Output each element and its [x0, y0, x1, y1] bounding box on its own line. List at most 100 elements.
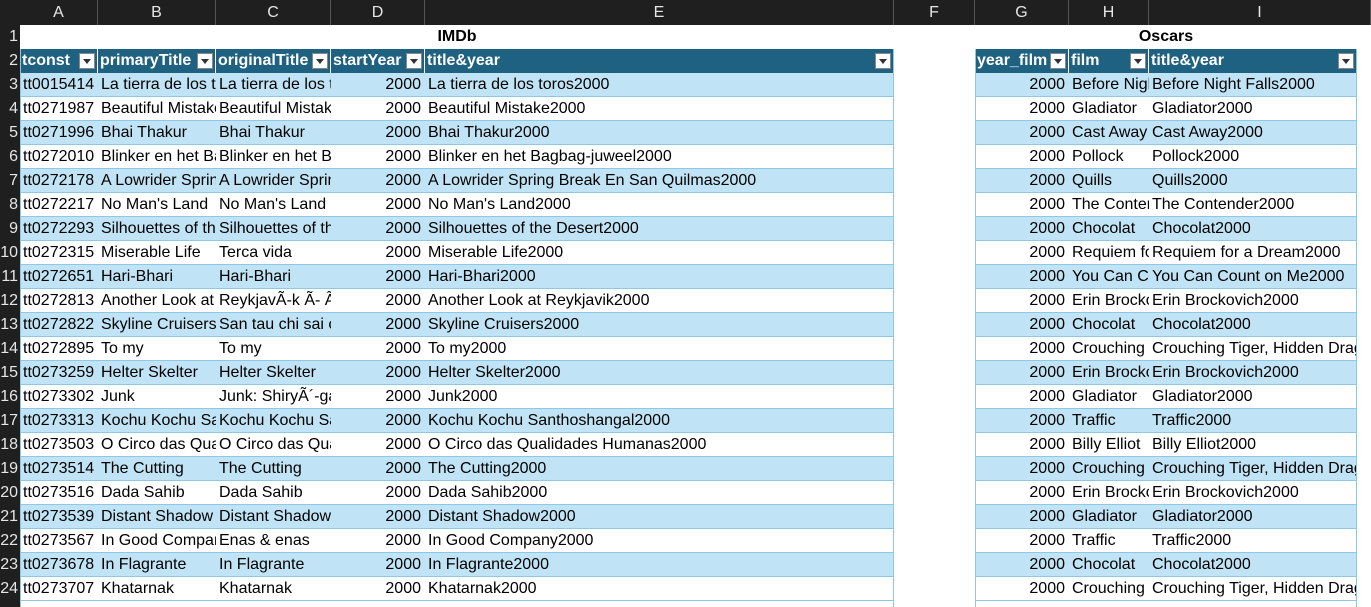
imdb-cell[interactable]: 2000: [331, 121, 425, 145]
imdb-cell[interactable]: Kochu Kochu Santhoshangal2000: [425, 409, 894, 433]
imdb-cell[interactable]: To my: [98, 337, 216, 361]
imdb-cell[interactable]: A Lowrider Spring Break En San Quilmas20…: [425, 169, 894, 193]
imdb-cell[interactable]: tt0272895: [20, 337, 98, 361]
imdb-cell[interactable]: Silhouettes of the Desert: [98, 217, 216, 241]
imdb-cell[interactable]: In Good Company2000: [425, 529, 894, 553]
oscars-cell[interactable]: 2000: [975, 409, 1069, 433]
filter-dropdown-icon[interactable]: [79, 53, 95, 69]
oscars-cell[interactable]: 2000: [975, 361, 1069, 385]
imdb-cell[interactable]: La tierra de los toros: [216, 73, 331, 97]
oscars-cell[interactable]: 2000: [975, 145, 1069, 169]
oscars-cell[interactable]: 2000: [975, 433, 1069, 457]
oscars-cell[interactable]: Erin Brockovich2000: [1149, 481, 1357, 505]
imdb-cell[interactable]: 2000: [331, 313, 425, 337]
imdb-cell[interactable]: Junk: ShiryÃ´-gari: [216, 385, 331, 409]
imdb-cell[interactable]: To my2000: [425, 337, 894, 361]
oscars-cell[interactable]: 2000: [975, 217, 1069, 241]
imdb-cell[interactable]: tt0272315: [20, 241, 98, 265]
imdb-cell[interactable]: Another Look at Reykjavik: [98, 289, 216, 313]
oscars-cell[interactable]: Traffic2000: [1149, 529, 1357, 553]
imdb-cell[interactable]: Bhai Thakur: [98, 121, 216, 145]
imdb-cell[interactable]: Distant Shadow2000: [425, 505, 894, 529]
imdb-cell[interactable]: 2000: [331, 481, 425, 505]
imdb-cell[interactable]: tt0272813: [20, 289, 98, 313]
oscars-cell[interactable]: Crouching Tiger, Hidden Dragon2000: [1149, 337, 1357, 361]
oscars-cell[interactable]: Billy Elliot: [1069, 433, 1149, 457]
imdb-cell[interactable]: No Man's Land: [98, 193, 216, 217]
imdb-cell[interactable]: tt0273539: [20, 505, 98, 529]
imdb-cell[interactable]: Dada Sahib2000: [425, 481, 894, 505]
row-header-10[interactable]: 10: [0, 244, 18, 261]
imdb-cell[interactable]: Khatarnak: [216, 577, 331, 601]
imdb-cell[interactable]: 2000: [331, 409, 425, 433]
row-header-19[interactable]: 19: [0, 460, 18, 477]
imdb-cell[interactable]: 2000: [331, 433, 425, 457]
oscars-cell[interactable]: Requiem for a Dream2000: [1149, 241, 1357, 265]
row-header-12[interactable]: 12: [0, 292, 18, 309]
imdb-cell[interactable]: 2000: [331, 337, 425, 361]
row-header-16[interactable]: 16: [0, 388, 18, 405]
imdb-cell[interactable]: tt0273678: [20, 553, 98, 577]
row-header-17[interactable]: 17: [0, 412, 18, 429]
row-header-21[interactable]: 21: [0, 508, 18, 525]
imdb-cell[interactable]: tt0272293: [20, 217, 98, 241]
oscars-cell[interactable]: 2000: [975, 505, 1069, 529]
oscars-cell[interactable]: You Can Count on Me2000: [1149, 265, 1357, 289]
oscars-cell[interactable]: The Contender2000: [1149, 193, 1357, 217]
oscars-cell[interactable]: 2000: [975, 313, 1069, 337]
imdb-cell[interactable]: Another Look at Reykjavik2000: [425, 289, 894, 313]
imdb-cell[interactable]: Blinker en het Bagbag-juweel: [216, 145, 331, 169]
imdb-cell[interactable]: O Circo das Qualidades Humanas: [216, 433, 331, 457]
imdb-cell[interactable]: Bhai Thakur2000: [425, 121, 894, 145]
imdb-cell[interactable]: Hari-Bhari: [98, 265, 216, 289]
filter-dropdown-icon[interactable]: [875, 53, 891, 69]
oscars-cell[interactable]: 2000: [975, 169, 1069, 193]
imdb-cell[interactable]: Khatarnak: [98, 577, 216, 601]
imdb-cell[interactable]: Skyline Cruisers: [98, 313, 216, 337]
imdb-cell[interactable]: Terca vida: [216, 241, 331, 265]
oscars-cell[interactable]: Gladiator: [1069, 385, 1149, 409]
row-header-1[interactable]: 1: [9, 28, 18, 45]
oscars-cell[interactable]: Billy Elliot2000: [1149, 433, 1357, 457]
oscars-cell[interactable]: 2000: [975, 337, 1069, 361]
imdb-cell[interactable]: 2000: [331, 265, 425, 289]
oscars-cell[interactable]: Crouching Tiger, Hidden Dragon2000: [1149, 577, 1357, 601]
oscars-cell[interactable]: Crouching Tiger, Hidden Dragon: [1069, 457, 1149, 481]
imdb-cell[interactable]: 2000: [331, 145, 425, 169]
row-header-23[interactable]: 23: [0, 556, 18, 573]
column-header-c[interactable]: C: [216, 0, 331, 25]
oscars-cell[interactable]: Erin Brockovich2000: [1149, 289, 1357, 313]
oscars-cell[interactable]: Traffic: [1069, 409, 1149, 433]
imdb-cell[interactable]: Distant Shadow: [98, 505, 216, 529]
oscars-cell[interactable]: 2000: [975, 457, 1069, 481]
imdb-cell[interactable]: La tierra de los toros2000: [425, 73, 894, 97]
oscars-cell[interactable]: Pollock: [1069, 145, 1149, 169]
imdb-cell[interactable]: To my: [216, 337, 331, 361]
column-header-b[interactable]: B: [98, 0, 216, 25]
oscars-cell[interactable]: Chocolat2000: [1149, 313, 1357, 337]
oscars-cell[interactable]: 2000: [975, 121, 1069, 145]
oscars-cell[interactable]: Chocolat: [1069, 553, 1149, 577]
oscars-cell[interactable]: Cast Away2000: [1149, 121, 1357, 145]
oscars-cell[interactable]: Gladiator2000: [1149, 385, 1357, 409]
oscars-cell[interactable]: 2000: [975, 577, 1069, 601]
imdb-cell[interactable]: Silhouettes of the Desert: [216, 217, 331, 241]
row-header-14[interactable]: 14: [0, 340, 18, 357]
row-header-3[interactable]: 3: [9, 76, 18, 93]
oscars-cell[interactable]: Gladiator: [1069, 97, 1149, 121]
imdb-cell[interactable]: tt0273302: [20, 385, 98, 409]
imdb-cell[interactable]: 2000: [331, 217, 425, 241]
row-header-11[interactable]: 11: [1, 268, 18, 285]
imdb-cell[interactable]: Skyline Cruisers2000: [425, 313, 894, 337]
oscars-cell[interactable]: Pollock2000: [1149, 145, 1357, 169]
imdb-cell[interactable]: No Man's Land2000: [425, 193, 894, 217]
row-header-18[interactable]: 18: [0, 436, 18, 453]
imdb-cell[interactable]: tt0272010: [20, 145, 98, 169]
oscars-cell[interactable]: Requiem for a Dream: [1069, 241, 1149, 265]
imdb-cell[interactable]: tt0273503: [20, 433, 98, 457]
imdb-cell[interactable]: Helter Skelter: [216, 361, 331, 385]
imdb-cell[interactable]: In Flagrante: [98, 553, 216, 577]
imdb-cell[interactable]: Dada Sahib: [216, 481, 331, 505]
imdb-cell[interactable]: O Circo das Qualidades Humanas2000: [425, 433, 894, 457]
row-header-2[interactable]: 2: [9, 52, 18, 69]
